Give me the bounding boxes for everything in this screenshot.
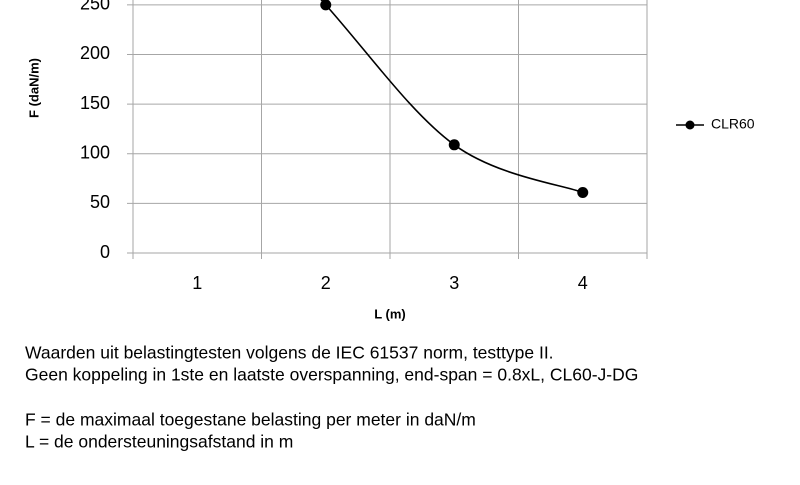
x-tick-label: 1 [192, 273, 202, 293]
y-tick-label: 150 [80, 93, 110, 113]
y-tick-label: 0 [100, 242, 110, 262]
data-point [320, 0, 332, 11]
y-tick-label: 50 [90, 192, 110, 212]
legend-marker [685, 120, 695, 130]
series-line [320, 0, 584, 194]
x-axis-label: L (m) [374, 306, 406, 321]
note-line: F = de maximaal toegestane belasting per… [25, 410, 476, 430]
x-tick-label: 3 [449, 273, 459, 293]
note-line: L = de ondersteuningsafstand in m [25, 432, 293, 452]
legend-label: CLR60 [711, 116, 755, 132]
y-axis-label: F (daN/m) [26, 58, 41, 118]
note-line: Geen koppeling in 1ste en laatste oversp… [25, 365, 638, 385]
data-point [577, 186, 589, 198]
y-tick-label: 200 [80, 43, 110, 63]
y-tick-label: 100 [80, 142, 110, 162]
x-tick-label: 4 [578, 273, 588, 293]
x-tick-label: 2 [321, 273, 331, 293]
y-tick-label: 250 [80, 0, 110, 14]
data-point [448, 139, 460, 151]
note-line: Waarden uit belastingtesten volgens de I… [25, 343, 554, 363]
plot [320, 0, 589, 198]
